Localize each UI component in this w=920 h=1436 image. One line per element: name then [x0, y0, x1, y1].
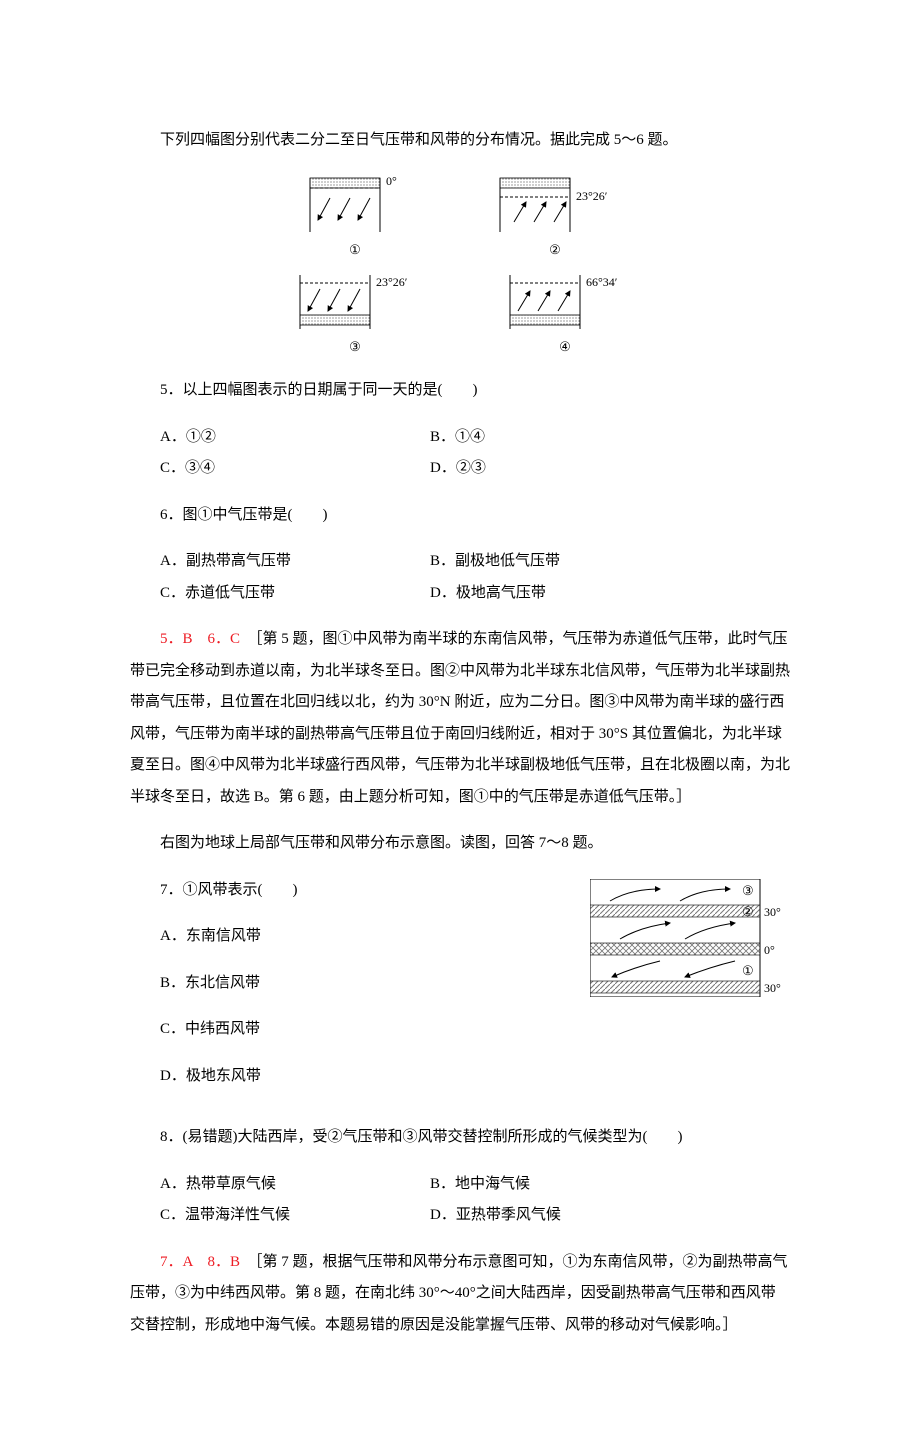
panel-1-label: ①: [349, 236, 361, 263]
q6-stem: 6．图①中气压带是( ): [130, 500, 790, 532]
q5-opt-a: A．①②: [130, 422, 430, 454]
q6-opt-d: D．极地高气压带: [430, 578, 790, 610]
q5-opt-b: B．①④: [430, 422, 790, 454]
q6-opt-b: B．副极地低气压带: [430, 546, 790, 578]
lat-label-4: 66°34′: [586, 275, 618, 289]
diagram-panel-1: 0° ①: [300, 172, 410, 263]
q5-opt-c: C．③④: [130, 453, 430, 485]
q7-opt-d: D．极地东风带: [130, 1061, 790, 1093]
ans56-label: 5．B 6．C: [160, 631, 240, 647]
svg-text:③: ③: [742, 883, 754, 898]
diagram-panel-3: 23°26′ ③: [290, 269, 420, 360]
ans56-body: ［第 5 题，图①中风带为南半球的东南信风带，气压带为赤道低气压带，此时气压带已…: [130, 631, 790, 805]
svg-text:0°: 0°: [764, 943, 775, 957]
q8-opt-a: A．热带草原气候: [130, 1169, 430, 1201]
q6-opt-c: C．赤道低气压带: [130, 578, 430, 610]
diagram-row-bottom: 23°26′ ③ 66°34′ ④: [130, 269, 790, 360]
svg-text:30°: 30°: [764, 981, 781, 995]
q8-opt-c: C．温带海洋性气候: [130, 1200, 430, 1232]
intro-5-6: 下列四幅图分别代表二分二至日气压带和风带的分布情况。据此完成 5～6 题。: [130, 125, 790, 157]
q5-stem: 5．以上四幅图表示的日期属于同一天的是( ): [130, 375, 790, 407]
svg-text:30°: 30°: [764, 905, 781, 919]
lat-label-1: 0°: [386, 174, 397, 188]
answer-5-6: 5．B 6．C ［第 5 题，图①中风带为南半球的东南信风带，气压带为赤道低气压…: [130, 624, 790, 813]
q8-opt-b: B．地中海气候: [430, 1169, 790, 1201]
svg-text:①: ①: [742, 963, 754, 978]
figure-7-8: ③ ② 30° 0° ① 30°: [590, 879, 790, 997]
panel-4-label: ④: [559, 333, 571, 360]
diagram-panel-2: 23°26′ ②: [490, 172, 620, 263]
lat-label-3: 23°26′: [376, 275, 408, 289]
intro-7-8: 右图为地球上局部气压带和风带分布示意图。读图，回答 7～8 题。: [130, 828, 790, 860]
q6-opt-a: A．副热带高气压带: [130, 546, 430, 578]
answer-7-8: 7．A 8．B ［第 7 题，根据气压带和风带分布示意图可知，①为东南信风带，②…: [130, 1247, 790, 1342]
panel-3-svg: 23°26′: [290, 269, 420, 335]
diagram-panel-4: 66°34′ ④: [500, 269, 630, 360]
ans78-label: 7．A 8．B: [160, 1254, 240, 1270]
lat-label-2: 23°26′: [576, 189, 608, 203]
q5-opt-d: D．②③: [430, 453, 790, 485]
svg-text:②: ②: [742, 904, 754, 919]
panel-1-svg: 0°: [300, 172, 410, 238]
panel-2-svg: 23°26′: [490, 172, 620, 238]
panel-2-label: ②: [549, 236, 561, 263]
panel-3-label: ③: [349, 333, 361, 360]
q7-opt-c: C．中纬西风带: [130, 1014, 790, 1046]
diagram-row-top: 0° ① 23°26′ ②: [130, 172, 790, 263]
q8-opt-d: D．亚热带季风气候: [430, 1200, 790, 1232]
q8-stem: 8．(易错题)大陆西岸，受②气压带和③风带交替控制所形成的气候类型为( ): [130, 1122, 790, 1154]
panel-4-svg: 66°34′: [500, 269, 630, 335]
fig78-svg: ③ ② 30° 0° ① 30°: [590, 879, 790, 997]
